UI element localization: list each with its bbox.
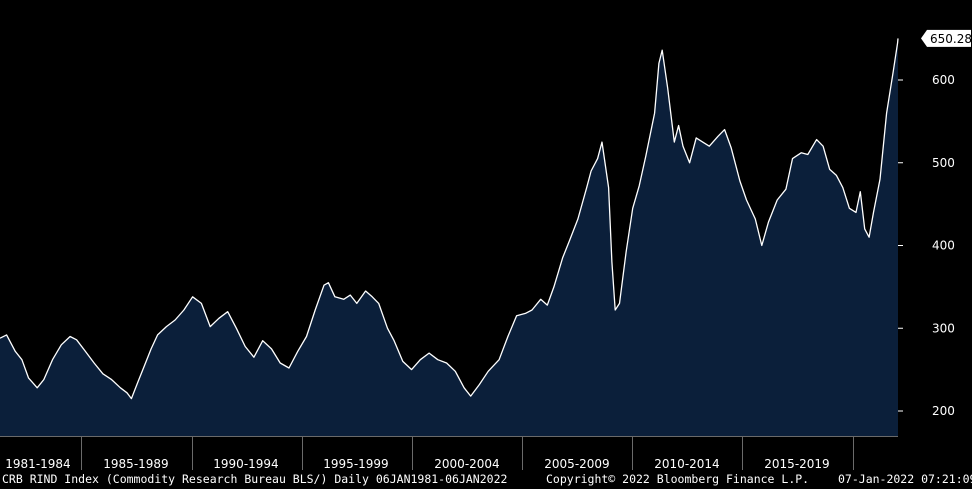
x-tick-label: 2010-2014	[654, 457, 719, 471]
x-axis: 1981-1984 1985-1989 1990-1994 1995-1999 2000…	[0, 436, 898, 471]
footer-copyright: Copyright© 2022 Bloomberg Finance L.P.	[546, 472, 810, 486]
series-line	[0, 38, 899, 400]
last-value-box	[927, 29, 971, 47]
x-tick-label: 1990-1994	[213, 457, 278, 471]
y-axis: 200 300 400 500 600	[898, 73, 955, 418]
footer-timestamp: 07-Jan-2022 07:21:09	[838, 472, 972, 486]
chart-footer: CRB RIND Index (Commodity Research Burea…	[0, 470, 972, 489]
last-value-pointer	[921, 29, 927, 47]
x-tick-label: 2000-2004	[434, 457, 499, 471]
y-tick-label: 500	[932, 156, 955, 170]
x-tick-label: 1985-1989	[103, 457, 168, 471]
y-tick-label: 400	[932, 239, 955, 253]
x-tick-label: 2005-2009	[544, 457, 609, 471]
footer-source: CRB RIND Index (Commodity Research Burea…	[2, 472, 508, 486]
x-tick-label: 1995-1999	[323, 457, 388, 471]
x-tick-label: 2015-2019	[764, 457, 829, 471]
y-tick-label: 300	[932, 321, 955, 335]
y-tick-label: 600	[932, 73, 955, 87]
last-value-marker: 650.28	[921, 29, 972, 47]
last-value-label: 650.28	[930, 32, 972, 46]
y-tick-label: 200	[932, 404, 955, 418]
x-tick-label: 1981-1984	[5, 457, 70, 471]
